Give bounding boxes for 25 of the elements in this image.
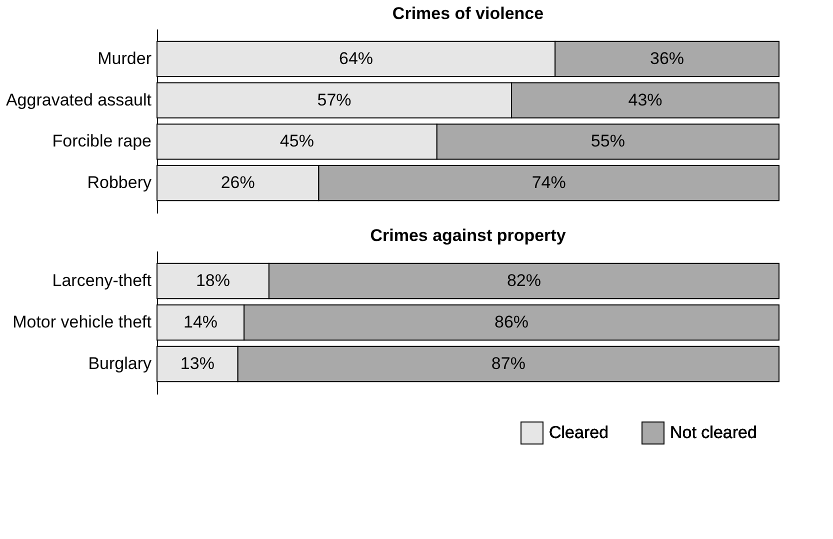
y-tick-label: Forcible rape: [52, 132, 152, 151]
legend-label: Cleared: [549, 423, 609, 442]
data-label: 86%: [494, 312, 529, 332]
y-tick-label: Aggravated assault: [6, 90, 152, 110]
data-label: 64%: [339, 48, 374, 68]
y-tick-label: Robbery: [87, 173, 152, 192]
chart-title: Crimes against property: [370, 226, 566, 245]
data-label: 14%: [184, 312, 218, 332]
data-label: 74%: [532, 173, 566, 192]
data-label: 82%: [506, 271, 541, 290]
data-label: 18%: [196, 271, 230, 290]
data-label: 13%: [180, 354, 214, 373]
y-tick-label: Motor vehicle theft: [12, 312, 152, 332]
legend-label: Not cleared: [670, 423, 757, 442]
data-label: 43%: [628, 90, 662, 110]
data-label: 45%: [280, 132, 314, 151]
y-tick-label: Murder: [98, 48, 152, 68]
data-label: 57%: [317, 90, 352, 110]
data-label: 55%: [590, 132, 625, 151]
data-label: 87%: [491, 354, 526, 373]
chart-title: Crimes of violence: [392, 4, 544, 23]
y-tick-label: Burglary: [88, 354, 152, 373]
data-label: 26%: [220, 173, 255, 192]
data-label: 36%: [650, 48, 684, 68]
y-tick-label: Larceny-theft: [52, 271, 152, 290]
